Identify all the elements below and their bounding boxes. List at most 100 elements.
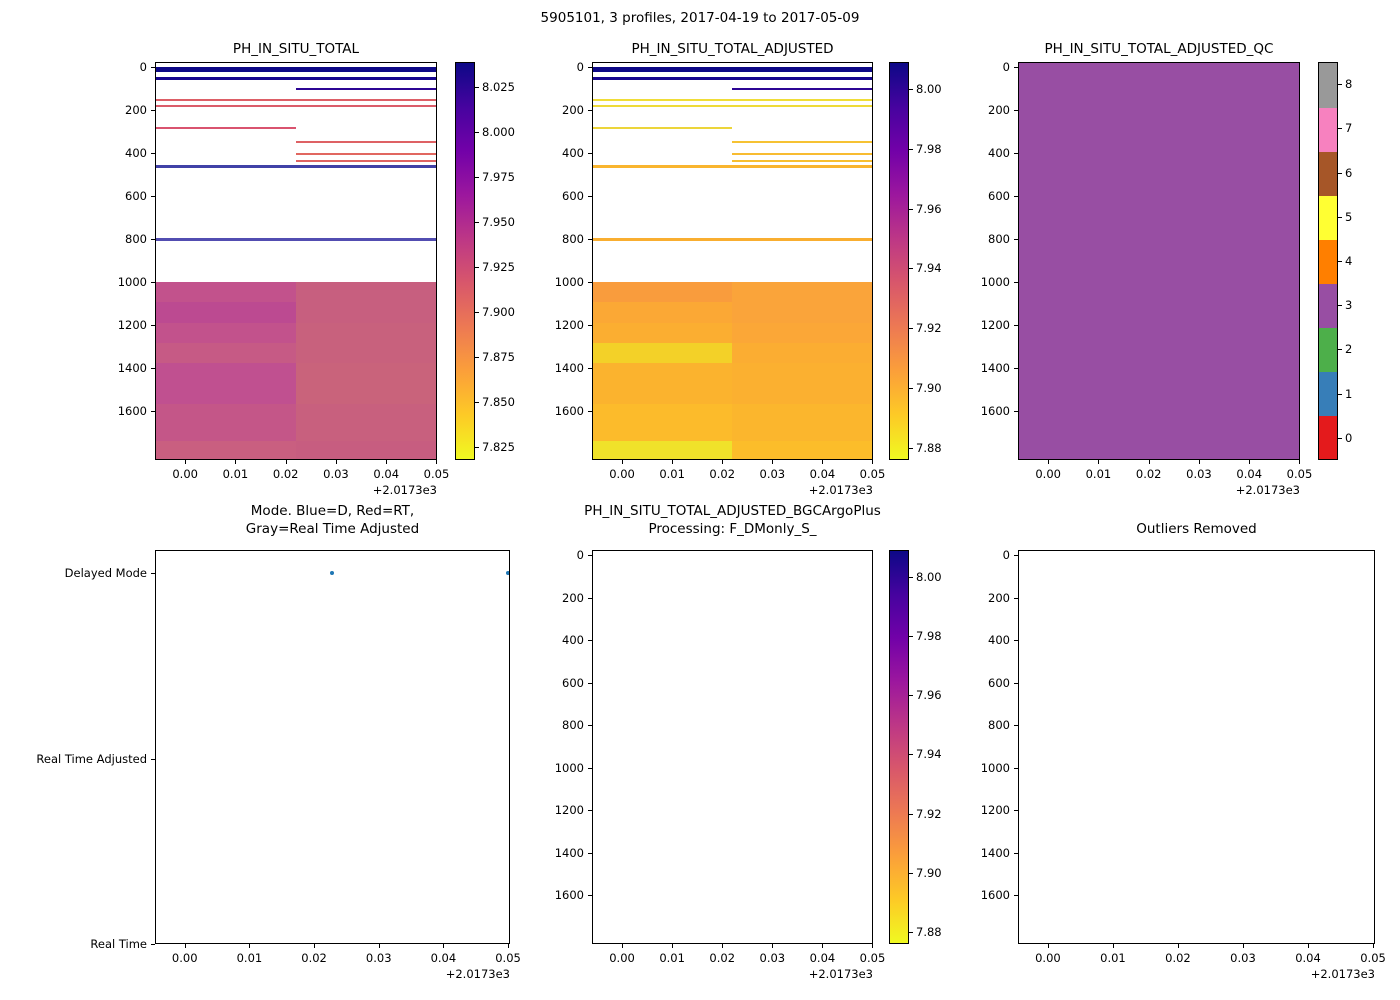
heatmap-stripe	[156, 105, 436, 108]
y-tick-label: 400	[562, 146, 584, 161]
colorbar-tick-mark	[909, 813, 913, 815]
heatmap-block-left	[593, 322, 733, 344]
x-tick-label: 0.02	[1165, 951, 1191, 965]
colorbar-tick-mark	[909, 268, 913, 270]
y-tick-mark	[588, 682, 592, 684]
y-tick-mark	[151, 758, 155, 760]
x-tick-label: 0.03	[1186, 467, 1212, 481]
y-tick-label: 1000	[980, 274, 1010, 289]
x-tick-mark	[1148, 460, 1150, 464]
x-tick-label: 0.05	[1286, 467, 1313, 481]
y-tick-label: 600	[988, 189, 1010, 204]
x-tick-label: 0.00	[609, 467, 635, 481]
y-tick-label: 400	[562, 633, 584, 648]
heatmap-block-left	[593, 281, 733, 303]
colorbar-segment	[1319, 371, 1337, 417]
colorbar-ph-in-situ-total	[455, 62, 475, 460]
colorbar-tick-mark	[475, 312, 479, 314]
colorbar-ph-adjusted	[889, 62, 909, 460]
heatmap-block-right	[732, 363, 872, 405]
subplot-title-ph-in-situ-total: PH_IN_SITU_TOTAL	[232, 41, 360, 57]
y-tick-mark	[151, 239, 155, 240]
x-tick-mark	[622, 460, 624, 464]
plot-area-ph-adjusted-qc	[1018, 62, 1300, 460]
y-tick-label: 1400	[980, 360, 1010, 375]
y-tick-label: 600	[562, 675, 584, 690]
x-tick-mark	[1112, 944, 1114, 948]
y-tick-label: 1400	[117, 360, 147, 375]
x-tick-label: 0.01	[659, 951, 685, 965]
y-tick-mark	[588, 281, 592, 283]
plot-area-mode	[155, 550, 510, 944]
x-offset-label: +2.0173e3	[1310, 967, 1375, 981]
y-tick-mark	[588, 895, 592, 897]
y-tick-label: 200	[988, 590, 1010, 605]
heatmap-stripe	[732, 140, 872, 143]
y-tick-mark	[588, 324, 592, 326]
colorbar-tick-label: 7.98	[916, 141, 942, 156]
y-tick-label: 0	[1002, 60, 1010, 75]
colorbar-tick-mark	[475, 267, 479, 269]
x-offset-label: +2.0173e3	[808, 483, 873, 497]
y-tick-mark	[1014, 153, 1018, 155]
x-tick-mark	[772, 460, 774, 464]
heatmap-stripe	[295, 153, 436, 156]
y-tick-mark	[151, 67, 155, 69]
heatmap-block-left	[593, 302, 733, 324]
x-tick-mark	[1177, 944, 1179, 948]
mode-point	[330, 571, 335, 575]
heatmap-block-left	[156, 404, 296, 442]
colorbar-tick-label: 7.925	[482, 260, 515, 275]
y-tick-mark	[588, 767, 592, 769]
x-tick-mark	[622, 944, 624, 948]
heatmap-block-right	[732, 343, 872, 365]
y-tick-mark	[1014, 810, 1018, 812]
plot-area-bgc-processing	[592, 550, 873, 944]
heatmap-block-left	[156, 363, 296, 405]
subplot-title-outliers-removed: Outliers Removed	[1136, 521, 1257, 537]
x-tick-label: 0.04	[809, 951, 836, 965]
y-tick-mark	[1014, 410, 1018, 412]
heatmap-stripe	[295, 140, 436, 143]
y-tick-mark	[151, 367, 155, 369]
y-tick-mark	[1014, 555, 1018, 557]
x-tick-label: 0.04	[373, 467, 400, 481]
colorbar-tick-label: 7.92	[916, 321, 942, 336]
colorbar-tick-mark	[909, 754, 913, 756]
heatmap-block-right	[295, 363, 436, 405]
heatmap-stripe	[156, 67, 436, 73]
heatmap-stripe	[156, 127, 296, 130]
x-tick-label: 0.05	[859, 467, 886, 481]
subplot-title-ph-adjusted-qc: PH_IN_SITU_TOTAL_ADJUSTED_QC	[1044, 41, 1274, 57]
heatmap-block-left	[156, 440, 296, 459]
y-tick-label: 1000	[980, 760, 1010, 775]
x-tick-label: 0.04	[809, 467, 836, 481]
heatmap-stripe	[156, 77, 436, 81]
heatmap-stripe	[593, 98, 872, 102]
y-tick-mark	[588, 367, 592, 369]
y-tick-mark	[1014, 196, 1018, 198]
y-tick-label: 1400	[554, 360, 584, 375]
heatmap-block-left	[593, 363, 733, 405]
x-tick-mark	[1098, 460, 1100, 464]
colorbar-tick-mark	[1338, 261, 1342, 262]
y-tick-label: 800	[988, 232, 1010, 246]
y-tick-mark	[1014, 640, 1018, 642]
y-tick-label: 0	[139, 60, 147, 75]
colorbar-tick-mark	[475, 87, 479, 89]
y-tick-label: 400	[988, 146, 1010, 161]
heatmap-stripe	[593, 67, 872, 73]
colorbar-tick-label: 7.975	[482, 170, 515, 185]
x-tick-label: 0.00	[609, 951, 635, 965]
colorbar-tick-label: 8.000	[482, 125, 515, 140]
colorbar-tick-label: 6	[1345, 165, 1353, 180]
x-tick-mark	[314, 944, 316, 948]
y-tick-label: 1600	[117, 403, 147, 418]
heatmap-stripe	[295, 160, 436, 163]
colorbar-tick-mark	[475, 402, 479, 404]
heatmap-stripe	[732, 153, 872, 156]
colorbar-tick-label: 7.98	[916, 628, 942, 643]
x-tick-mark	[1249, 460, 1251, 464]
colorbar-tick-mark	[1338, 305, 1342, 307]
y-tick-label: 600	[988, 675, 1010, 690]
